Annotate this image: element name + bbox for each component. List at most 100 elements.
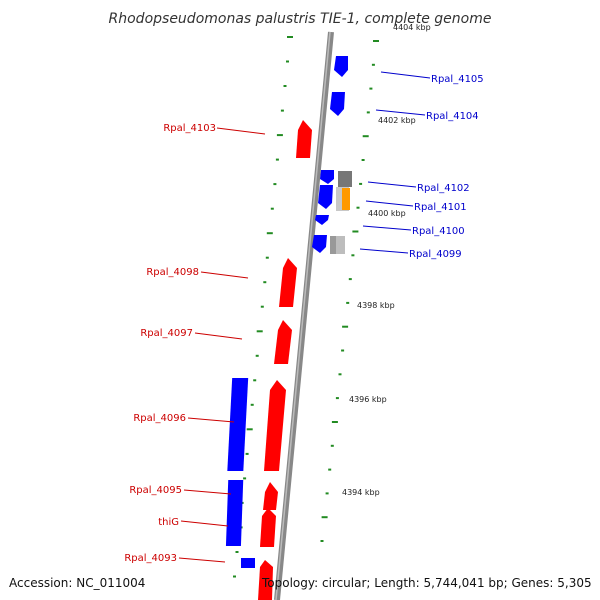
left-tick-mark	[233, 575, 236, 578]
genome-backbone	[274, 31, 334, 600]
gene-label-rpal-4104[interactable]: Rpal_4104	[426, 111, 479, 122]
right-tick-mark	[356, 206, 360, 209]
kbp-label-4396: 4396 kbp	[349, 395, 387, 404]
left-tick-mark	[266, 232, 273, 235]
leader-rpal-4096	[187, 417, 235, 423]
leader-rpal-4098	[200, 271, 249, 279]
gene-label-rpal-4100[interactable]: Rpal_4100	[412, 226, 465, 237]
kbp-label-4398: 4398 kbp	[357, 301, 395, 310]
right-tick-mark	[352, 230, 359, 233]
gene-rpal-4093-arrow[interactable]	[258, 560, 273, 600]
right-tick-mark	[321, 516, 328, 519]
leader-rpal-4100	[362, 225, 412, 231]
right-tick-mark	[369, 87, 373, 90]
left-tick-mark	[260, 305, 264, 308]
left-tick-mark	[276, 134, 283, 137]
gene-thiG-arrow[interactable]	[260, 508, 276, 547]
right-tick-mark	[342, 325, 349, 328]
left-tick-mark	[287, 36, 293, 38]
left-tick-mark	[280, 109, 284, 112]
left-tick-track	[233, 36, 293, 578]
right-tick-mark	[362, 135, 369, 138]
gene-rpal-4097-arrow[interactable]	[274, 320, 292, 364]
right-tick-mark	[346, 301, 350, 304]
left-tick-mark	[283, 85, 287, 87]
right-tick-mark	[320, 540, 324, 542]
leader-rpal-4102	[367, 181, 417, 188]
kbp-label-4404: 4404 kbp	[393, 23, 431, 32]
left-tick-mark	[273, 183, 277, 186]
gene-rpal-4098-arrow[interactable]	[279, 258, 297, 307]
right-tick-mark	[338, 373, 342, 376]
backbone-highlight	[275, 31, 331, 600]
leader-rpal-4097	[194, 332, 243, 340]
gene-label-rpal-4101[interactable]: Rpal_4101	[414, 202, 467, 213]
right-tick-mark	[359, 182, 363, 185]
leader-rpal-4105	[380, 71, 431, 79]
left-tick-mark	[286, 60, 289, 63]
topology-text: Topology: circular; Length: 5,744,041 bp…	[261, 576, 592, 590]
gene-rpal-4104-arrow[interactable]	[330, 92, 345, 116]
right-tick-mark	[325, 492, 329, 495]
leader-thiG	[180, 520, 229, 527]
genome-title: Rhodopseudomonas palustris TIE-1, comple…	[109, 11, 492, 27]
right-tick-mark	[351, 254, 355, 257]
gray-gene-block-lower-shade	[330, 236, 336, 254]
gene-label-rpal-4105[interactable]: Rpal_4105	[431, 74, 484, 85]
left-tick-mark	[245, 452, 249, 455]
gray-gene-block-upper[interactable]	[338, 171, 352, 187]
gene-rpal-4096-red-arrow[interactable]	[264, 380, 286, 471]
left-tick-mark	[246, 428, 253, 431]
kbp-label-4400: 4400 kbp	[368, 209, 406, 218]
gene-label-rpal-4099[interactable]: Rpal_4099	[409, 249, 462, 260]
gene-rpal-4095-blue-bar[interactable]	[225, 480, 244, 546]
left-tick-mark	[270, 207, 274, 210]
kbp-label-4394: 4394 kbp	[342, 488, 380, 497]
left-tick-mark	[265, 256, 269, 259]
gene-label-rpal-4097[interactable]: Rpal_4097	[140, 328, 193, 339]
left-tick-mark	[263, 281, 267, 284]
left-tick-mark	[243, 477, 247, 480]
leader-rpal-4104	[375, 109, 426, 116]
right-tick-mark	[366, 111, 370, 114]
leader-rpal-4101	[365, 200, 414, 207]
leader-rpal-4099	[359, 248, 409, 254]
right-tick-mark	[348, 278, 352, 281]
gene-rpal-4102-arrow[interactable]	[320, 170, 334, 184]
right-tick-mark	[331, 421, 338, 423]
left-tick-mark	[275, 158, 279, 161]
right-tick-mark	[361, 159, 365, 161]
left-tick-mark	[253, 379, 257, 382]
kbp-label-4402: 4402 kbp	[378, 116, 416, 125]
orange-gene-block[interactable]	[342, 188, 350, 210]
leader-rpal-4093	[178, 557, 226, 563]
gene-rpal-4095-arrow[interactable]	[263, 482, 278, 510]
right-tick-track	[320, 40, 379, 542]
gene-rpal-4093-blue-bar[interactable]	[241, 558, 255, 568]
gene-label-rpal-4098[interactable]: Rpal_4098	[146, 267, 199, 278]
left-tick-mark	[256, 330, 263, 333]
right-tick-mark	[341, 349, 345, 352]
gene-label-rpal-4102[interactable]: Rpal_4102	[417, 183, 470, 194]
left-tick-mark	[250, 403, 254, 406]
gene-label-rpal-4096[interactable]: Rpal_4096	[133, 413, 186, 424]
gene-rpal-4105-arrow[interactable]	[334, 56, 348, 77]
gene-label-thiG[interactable]: thiG	[158, 517, 179, 528]
leader-rpal-4103	[216, 127, 266, 135]
gene-rpal-4099-arrow[interactable]	[312, 235, 327, 253]
gene-rpal-4101-arrow[interactable]	[318, 185, 333, 209]
right-tick-mark	[328, 468, 332, 471]
gene-rpal-4096-blue-bar[interactable]	[227, 378, 249, 471]
left-tick-mark	[235, 551, 239, 553]
gene-label-rpal-4093[interactable]: Rpal_4093	[124, 553, 177, 564]
right-tick-mark	[371, 63, 375, 66]
gene-label-rpal-4103[interactable]: Rpal_4103	[163, 123, 216, 134]
leader-rpal-4095	[183, 489, 232, 495]
gene-rpal-4103-arrow[interactable]	[296, 120, 312, 158]
gene-label-rpal-4095[interactable]: Rpal_4095	[129, 485, 182, 496]
left-tick-mark	[255, 354, 259, 357]
right-tick-mark	[373, 40, 379, 42]
right-tick-mark	[330, 444, 334, 447]
gene-rpal-4100-arrow[interactable]	[315, 215, 329, 225]
